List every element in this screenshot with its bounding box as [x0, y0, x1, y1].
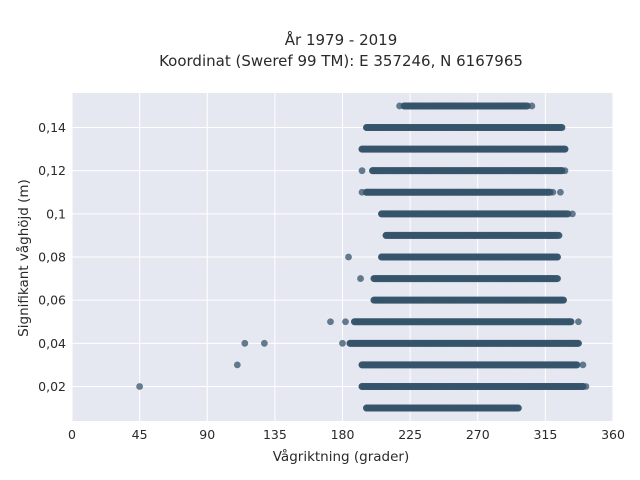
data-point — [563, 210, 570, 218]
chart-title-line-2: Koordinat (Sweref 99 TM): E 357246, N 61… — [159, 52, 523, 70]
y-tick-label: 0,1 — [46, 206, 66, 221]
chart-title-line-1: År 1979 - 2019 — [285, 30, 398, 49]
data-point — [549, 253, 557, 261]
data-point — [327, 318, 334, 326]
data-point — [557, 361, 564, 369]
data-point — [553, 232, 561, 239]
data-point — [357, 275, 364, 282]
x-tick-label: 135 — [263, 427, 287, 442]
data-point — [342, 318, 349, 326]
data-point — [345, 253, 352, 261]
y-tick-label: 0,02 — [38, 379, 66, 394]
y-tick-label: 0,06 — [38, 293, 66, 308]
data-point — [370, 167, 378, 175]
data-point — [572, 339, 579, 347]
data-point — [579, 361, 587, 369]
data-point — [557, 124, 564, 131]
y-tick-label: 0,12 — [38, 163, 66, 178]
data-point — [363, 188, 370, 196]
tick-labels: 0 45 90 135 180 225 270 315 360 0,02 0,04 0,06 0,08 0… — [38, 120, 625, 442]
data-point — [561, 167, 569, 175]
x-tick-label: 0 — [68, 427, 76, 442]
data-point — [136, 383, 144, 390]
data-point — [561, 145, 569, 153]
data-point — [339, 339, 346, 347]
x-axis-title: Vågriktning (grader) — [273, 448, 410, 465]
x-tick-label: 360 — [601, 427, 625, 442]
data-point — [233, 361, 241, 369]
x-tick-label: 180 — [331, 427, 355, 442]
x-tick-label: 90 — [199, 427, 215, 442]
y-axis-title: Signifikant våghöjd (m) — [15, 179, 32, 337]
y-tick-label: 0,08 — [38, 250, 66, 265]
y-tick-label: 0,14 — [38, 120, 66, 135]
data-point — [582, 383, 590, 390]
x-tick-label: 225 — [398, 427, 422, 442]
data-point — [260, 339, 268, 347]
data-point — [546, 275, 554, 282]
data-point — [549, 188, 557, 196]
data-point — [564, 318, 572, 326]
x-tick-label: 270 — [466, 427, 490, 442]
data-point — [396, 102, 404, 110]
data-point — [575, 318, 582, 326]
data-point — [522, 102, 530, 110]
data-point — [528, 102, 536, 110]
data-point — [553, 275, 561, 282]
data-points — [136, 102, 590, 412]
x-tick-label: 45 — [132, 427, 148, 442]
data-point — [569, 361, 576, 369]
data-point — [549, 383, 557, 390]
data-point — [358, 167, 366, 175]
data-point — [552, 339, 560, 347]
data-point — [569, 210, 576, 218]
data-point — [514, 404, 521, 412]
data-point — [557, 296, 564, 304]
x-tick-label: 315 — [533, 427, 557, 442]
data-point — [241, 339, 249, 347]
y-tick-label: 0,04 — [38, 336, 66, 351]
data-point — [546, 232, 554, 239]
data-point — [557, 188, 564, 196]
